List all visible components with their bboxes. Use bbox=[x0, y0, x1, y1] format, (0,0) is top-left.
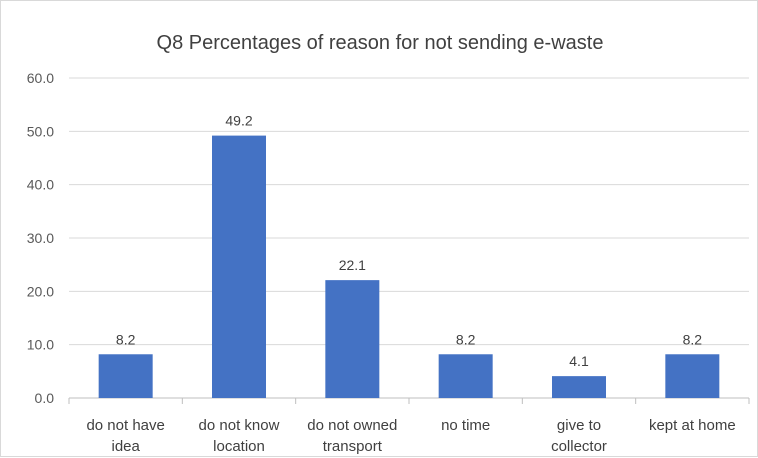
x-tick-label: give to bbox=[557, 417, 601, 434]
x-tick-label: transport bbox=[323, 438, 383, 455]
x-tick-label: collector bbox=[551, 438, 607, 455]
bar bbox=[438, 354, 493, 398]
bar bbox=[98, 354, 153, 398]
y-axis: 0.0 10.0 20.0 30.0 40.0 50.0 60.0 bbox=[27, 70, 54, 406]
bar bbox=[325, 280, 380, 398]
x-tick-label: idea bbox=[111, 438, 140, 455]
bar bbox=[665, 354, 720, 398]
chart-title: Q8 Percentages of reason for not sending… bbox=[157, 32, 604, 54]
data-label: 4.1 bbox=[569, 353, 589, 369]
x-tick-label: do not have bbox=[86, 417, 164, 434]
y-tick-label: 30.0 bbox=[27, 230, 54, 246]
data-label: 8.2 bbox=[116, 331, 136, 347]
x-tick-label: do not owned bbox=[307, 417, 397, 434]
x-tick-label: no time bbox=[441, 417, 490, 434]
x-tick-label: do not know bbox=[199, 417, 280, 434]
y-tick-label: 0.0 bbox=[35, 390, 55, 406]
gridlines bbox=[69, 77, 749, 399]
y-tick-label: 20.0 bbox=[27, 283, 54, 299]
data-label: 22.1 bbox=[339, 257, 366, 273]
bar bbox=[212, 135, 266, 398]
data-label: 49.2 bbox=[225, 113, 252, 129]
data-label: 8.2 bbox=[456, 331, 476, 347]
x-tick-label: kept at home bbox=[649, 417, 736, 434]
bar bbox=[552, 376, 606, 398]
y-tick-label: 60.0 bbox=[27, 70, 54, 86]
bars bbox=[98, 135, 720, 398]
data-label: 8.2 bbox=[683, 331, 703, 347]
y-tick-label: 50.0 bbox=[27, 123, 54, 139]
x-tick-label: location bbox=[213, 438, 265, 455]
x-axis: do not have idea do not know location do not… bbox=[68, 398, 750, 455]
data-labels: 8.2 49.2 22.1 8.2 4.1 8.2 bbox=[116, 113, 702, 370]
y-tick-label: 10.0 bbox=[27, 337, 54, 353]
y-tick-label: 40.0 bbox=[27, 177, 54, 193]
